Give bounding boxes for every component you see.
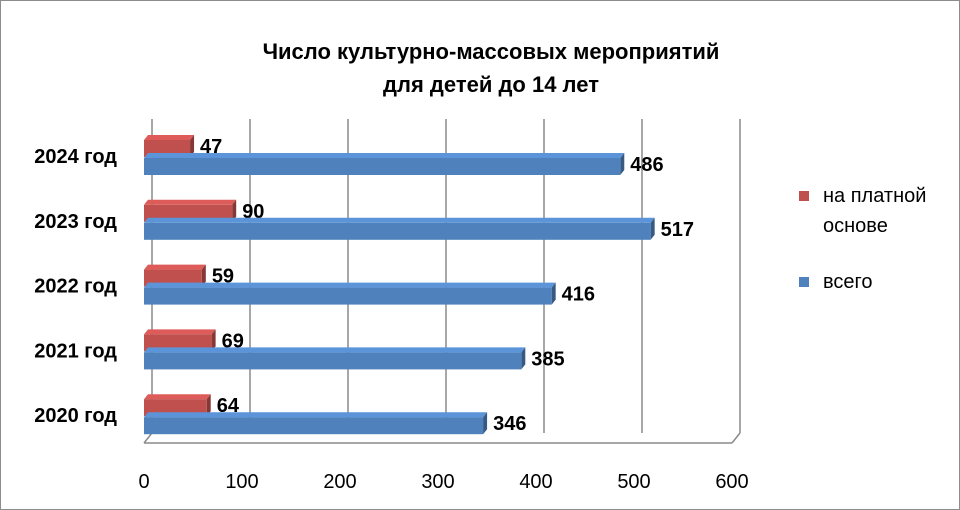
legend-label-paid-line-1: на платной (823, 185, 927, 207)
bar-total-top (144, 153, 625, 158)
legend-label-total: всего (823, 271, 873, 293)
x-tick-label: 600 (715, 471, 748, 493)
bar-total-end (521, 347, 526, 370)
bar-paid (144, 334, 212, 352)
bar-paid (144, 204, 233, 222)
bar-total-top (144, 217, 655, 223)
chart-title-line-2: для детей до 14 лет (383, 72, 599, 97)
x-tick-label: 400 (519, 471, 552, 493)
x-tick-label: 100 (225, 471, 258, 493)
bar-paid-top (144, 394, 211, 400)
bar-total (144, 287, 552, 305)
bar-total (144, 417, 484, 435)
bar-paid-end (190, 135, 195, 157)
data-label-total: 346 (493, 413, 526, 435)
bar-paid (144, 269, 202, 287)
bar-total-end (620, 153, 625, 175)
floor-edge (731, 432, 741, 444)
data-label-paid: 64 (217, 395, 240, 417)
bar-paid-end (211, 329, 216, 352)
chart-title-line-1: Число культурно-массовых мероприятий (262, 39, 720, 64)
bar-paid-top (144, 199, 237, 205)
data-label-total: 385 (531, 348, 564, 370)
floor-edge (143, 432, 153, 444)
x-tick-label: 200 (323, 471, 356, 493)
bar-total-end (650, 217, 655, 240)
x-tick-label: 300 (421, 471, 454, 493)
y-tick-label: 2020 год (34, 405, 117, 427)
data-label-total: 486 (630, 154, 663, 176)
bar-total-end (551, 282, 556, 305)
bar-paid-end (201, 264, 206, 287)
data-label-paid: 59 (212, 266, 234, 288)
bar-total (144, 352, 522, 370)
data-label-paid: 69 (222, 330, 244, 352)
x-tick-label: 0 (138, 471, 149, 493)
data-label-paid: 90 (242, 201, 264, 223)
bar-paid-top (144, 329, 216, 335)
bar-total-top (144, 347, 526, 353)
bar-paid (144, 140, 191, 157)
bar-paid-end (206, 394, 211, 417)
data-label-total: 416 (562, 284, 595, 306)
legend-swatch-total (799, 277, 809, 287)
y-tick-label: 2022 год (34, 276, 117, 298)
data-label-total: 517 (661, 219, 694, 241)
data-label-paid: 47 (200, 136, 222, 158)
y-tick-label: 2023 год (34, 211, 117, 233)
x-tick-label: 500 (617, 471, 650, 493)
bar-total-top (144, 412, 488, 418)
bar-paid-top (144, 135, 195, 140)
legend-label-paid-line-2: основе (823, 215, 888, 237)
bar-total (144, 222, 651, 240)
bar-total-top (144, 282, 556, 288)
bar-total-end (483, 412, 488, 435)
y-tick-label: 2021 год (34, 340, 117, 362)
bar-paid (144, 399, 207, 417)
chart-title: Число культурно-массовых мероприятий для… (141, 35, 841, 101)
legend-label-paid: на платной основе (823, 181, 926, 241)
bar-paid-end (232, 199, 237, 222)
y-tick-label: 2024 год (34, 146, 117, 168)
bar-total (144, 158, 621, 175)
bar-paid-top (144, 264, 206, 270)
legend-swatch-paid (799, 191, 809, 201)
